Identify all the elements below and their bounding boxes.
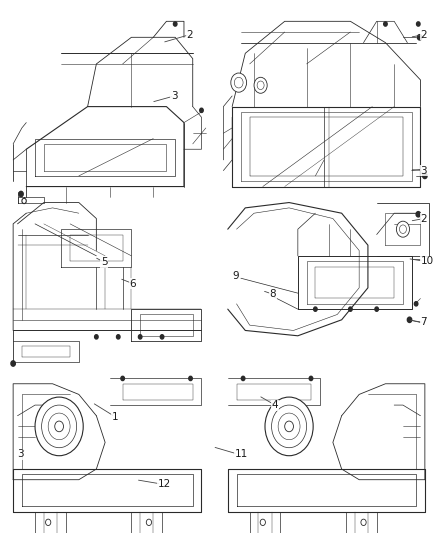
Circle shape	[19, 191, 23, 197]
Circle shape	[396, 221, 410, 237]
Circle shape	[384, 22, 387, 26]
Circle shape	[272, 405, 307, 448]
Circle shape	[146, 519, 152, 526]
Circle shape	[417, 35, 422, 40]
Text: 7: 7	[420, 318, 427, 327]
Circle shape	[189, 376, 192, 381]
Text: 5: 5	[101, 257, 107, 267]
Circle shape	[42, 405, 77, 448]
Text: 11: 11	[234, 449, 247, 459]
Circle shape	[414, 302, 418, 306]
Text: 6: 6	[129, 279, 136, 288]
Text: 10: 10	[420, 256, 434, 266]
Text: 3: 3	[18, 449, 24, 459]
Circle shape	[234, 77, 243, 88]
Circle shape	[22, 198, 26, 204]
Text: 2: 2	[186, 30, 193, 39]
Circle shape	[423, 173, 427, 179]
Circle shape	[417, 22, 420, 26]
Text: 9: 9	[232, 271, 239, 281]
Circle shape	[309, 376, 313, 381]
Circle shape	[254, 77, 267, 93]
Text: 3: 3	[171, 91, 177, 101]
Circle shape	[241, 376, 245, 381]
Circle shape	[349, 307, 352, 311]
Circle shape	[117, 335, 120, 339]
Circle shape	[399, 225, 406, 233]
Circle shape	[46, 519, 51, 526]
Circle shape	[361, 519, 366, 526]
Circle shape	[121, 376, 124, 381]
Text: 2: 2	[420, 30, 427, 39]
Circle shape	[138, 335, 142, 339]
Circle shape	[407, 317, 412, 322]
Circle shape	[278, 413, 300, 440]
Circle shape	[416, 212, 420, 217]
Text: 4: 4	[272, 400, 278, 410]
Text: 12: 12	[158, 479, 171, 489]
Circle shape	[95, 335, 98, 339]
Circle shape	[173, 22, 177, 26]
Text: 3: 3	[420, 166, 427, 175]
Circle shape	[375, 307, 378, 311]
Circle shape	[260, 519, 265, 526]
Circle shape	[160, 335, 164, 339]
Circle shape	[285, 421, 293, 432]
Circle shape	[55, 421, 64, 432]
Text: 1: 1	[112, 412, 118, 422]
Text: 2: 2	[420, 214, 427, 223]
Text: 8: 8	[269, 289, 276, 299]
Circle shape	[11, 361, 15, 366]
Circle shape	[314, 307, 317, 311]
Circle shape	[257, 81, 264, 90]
Circle shape	[231, 73, 247, 92]
Circle shape	[48, 413, 70, 440]
Circle shape	[35, 397, 83, 456]
Circle shape	[265, 397, 313, 456]
Circle shape	[200, 108, 203, 112]
